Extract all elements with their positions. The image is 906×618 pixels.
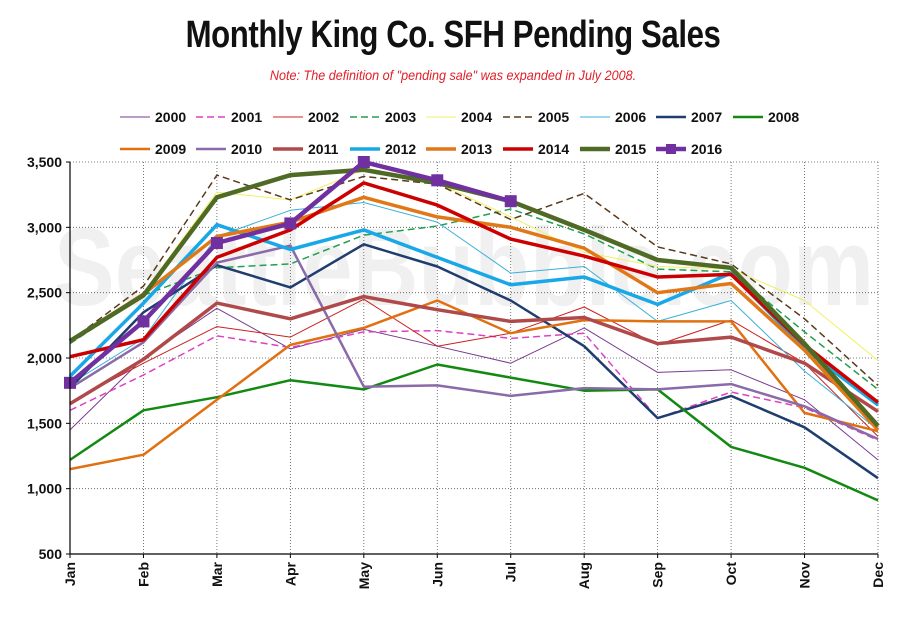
x-tick-label: Aug [576, 562, 592, 589]
legend-label-2011: 2011 [308, 141, 339, 157]
legend-label-2006: 2006 [615, 109, 646, 125]
legend-item-2016: 2016 [656, 141, 722, 157]
x-tick-label: Sep [650, 562, 666, 588]
legend-item-2013: 2013 [426, 141, 492, 157]
legend-label-2003: 2003 [385, 109, 416, 125]
legend-label-2009: 2009 [155, 141, 186, 157]
series-line-2001 [69, 329, 879, 441]
legend-label-2014: 2014 [538, 141, 569, 157]
legend-label-2007: 2007 [691, 109, 722, 125]
data-point-2016 [137, 315, 150, 328]
series-line-2014 [69, 181, 880, 404]
series-line-2010 [69, 244, 879, 441]
legend-label-2005: 2005 [538, 109, 569, 125]
legend-label-2015: 2015 [615, 141, 646, 157]
x-tick-label: Nov [797, 562, 813, 589]
data-point-2016 [504, 195, 517, 208]
legend-label-2000: 2000 [155, 109, 186, 125]
legend-label-2010: 2010 [231, 141, 262, 157]
axes: 500 1,000 1,500 2,000 2,500 3,000 3,500 Jan Feb M… [27, 154, 886, 589]
x-tick-label: Jul [503, 562, 519, 582]
series-line-2004 [69, 169, 879, 361]
legend-item-2015: 2015 [580, 141, 646, 157]
legend-item-2010: 2010 [196, 141, 262, 157]
series-line-2008 [69, 363, 879, 502]
legend-item-2001: 2001 [196, 109, 262, 125]
x-tick-label: Oct [723, 562, 739, 586]
legend-item-2005: 2005 [503, 109, 569, 125]
legend-label-2001: 2001 [231, 109, 262, 125]
legend-item-2002: 2002 [273, 109, 339, 125]
x-tick-label: May [356, 562, 372, 589]
legend-item-2011: 2011 [273, 141, 339, 157]
x-tick-label: Feb [135, 562, 151, 587]
legend-item-2003: 2003 [350, 109, 416, 125]
legend-item-2004: 2004 [426, 109, 492, 125]
y-tick-label: 3,000 [27, 219, 62, 235]
legend-item-2000: 2000 [120, 109, 186, 125]
legend-label-2013: 2013 [461, 141, 492, 157]
y-tick-label: 500 [39, 546, 63, 562]
legend-label-2002: 2002 [308, 109, 339, 125]
legend-label-2004: 2004 [461, 109, 492, 125]
series-line-2002 [69, 298, 879, 437]
legend-item-2006: 2006 [580, 109, 646, 125]
x-tick-label: Jun [429, 562, 445, 587]
x-tick-label: Mar [209, 561, 225, 586]
legend-item-2007: 2007 [656, 109, 722, 125]
data-point-2016 [431, 174, 444, 187]
x-tick-label: Jan [62, 562, 78, 586]
x-tick-label: Dec [870, 562, 886, 588]
y-tick-label: 1,500 [27, 415, 62, 431]
series-line-2005 [69, 174, 879, 386]
chart-subtitle-note: Note: The definition of "pending sale" w… [269, 67, 637, 83]
legend-item-2014: 2014 [503, 141, 569, 157]
legend-item-2009: 2009 [120, 141, 186, 157]
y-tick-label: 3,500 [27, 154, 62, 170]
x-tick-label: Apr [282, 561, 298, 586]
chart-title: Monthly King Co. SFH Pending Sales [185, 14, 721, 56]
series-line-2011 [69, 294, 879, 414]
y-tick-label: 2,500 [27, 285, 62, 301]
legend-marker-2016 [666, 144, 676, 154]
legend-label-2008: 2008 [768, 109, 799, 125]
legend: 2000 2001 2002 2003 2004 2005 2006 2007 2008 2009… [120, 109, 799, 157]
legend-item-2012: 2012 [350, 141, 416, 157]
series-lines [64, 156, 880, 502]
y-tick-label: 1,000 [27, 481, 62, 497]
legend-label-2012: 2012 [385, 141, 416, 157]
data-point-2016 [357, 156, 370, 168]
series-line-2000 [69, 307, 879, 461]
legend-item-2008: 2008 [733, 109, 799, 125]
legend-label-2016: 2016 [691, 141, 722, 157]
data-point-2016 [210, 237, 223, 250]
data-point-2016 [284, 217, 297, 230]
y-tick-label: 2,000 [27, 350, 62, 366]
